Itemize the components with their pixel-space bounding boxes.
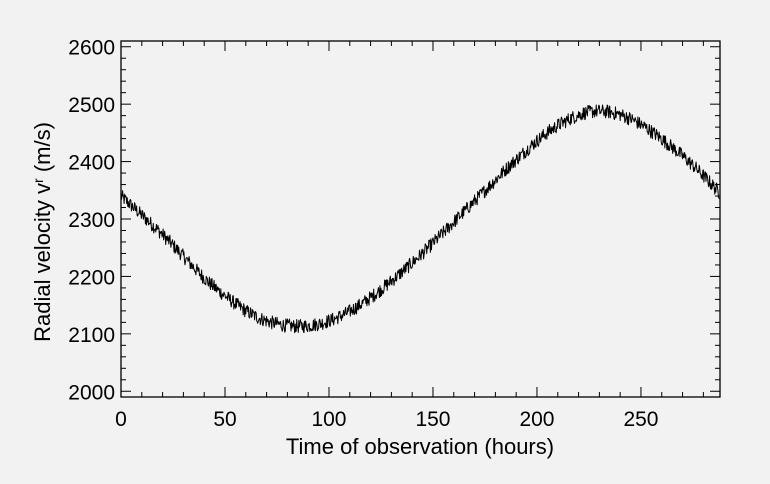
y-tick-label: 2000 <box>68 381 115 404</box>
x-axis-title: Time of observation (hours) <box>286 434 554 459</box>
x-tick-label: 250 <box>623 408 658 431</box>
y-axis-title-main: Radial velocity v <box>30 183 55 342</box>
y-tick-label: 2600 <box>68 37 115 60</box>
y-axis-title: Radial velocity vr (m/s) <box>30 122 55 342</box>
x-tick-label: 50 <box>213 408 236 431</box>
y-tick-label: 2100 <box>68 324 115 347</box>
y-tick-label: 2300 <box>68 209 115 232</box>
x-tick-labels: 0 50 100 150 200 250 <box>115 408 658 431</box>
plot-frame <box>120 40 721 398</box>
y-tick-label: 2400 <box>68 152 115 175</box>
y-axis-title-superscript: r <box>30 178 46 183</box>
y-tick-label: 2200 <box>68 266 115 289</box>
y-tick-labels: 2000 2100 2200 2300 2400 2500 2600 <box>68 37 115 405</box>
x-tick-label: 200 <box>519 408 554 431</box>
x-tick-label: 100 <box>311 408 346 431</box>
minor-ticks <box>121 41 720 397</box>
series-line <box>120 104 721 334</box>
y-tick-label: 2500 <box>68 94 115 117</box>
y-axis-title-unit: (m/s) <box>30 122 55 178</box>
x-tick-label: 0 <box>115 408 127 431</box>
x-tick-label: 150 <box>415 408 450 431</box>
